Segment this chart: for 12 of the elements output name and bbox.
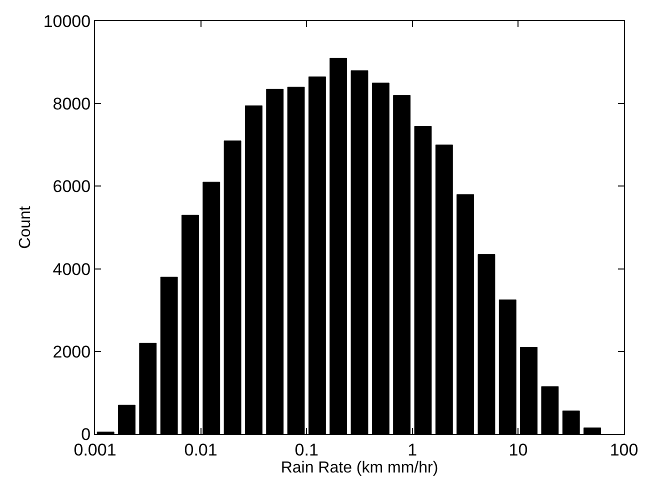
y-tick-label: 8000 xyxy=(52,94,91,114)
x-tick-label: 1 xyxy=(408,440,418,460)
x-tick-label: 100 xyxy=(610,440,638,460)
x-tick-label: 0.1 xyxy=(294,440,318,460)
x-tick-label: 10 xyxy=(508,440,528,460)
y-axis-title: Count xyxy=(17,206,34,249)
x-axis-title: Rain Rate (km mm/hr) xyxy=(280,459,438,476)
y-tick-label: 4000 xyxy=(52,260,91,279)
y-tick-label: 10000 xyxy=(43,12,91,31)
y-tick-label: 6000 xyxy=(52,177,91,196)
x-tick-label: 0.01 xyxy=(184,440,218,460)
y-tick-label: 2000 xyxy=(52,342,91,362)
